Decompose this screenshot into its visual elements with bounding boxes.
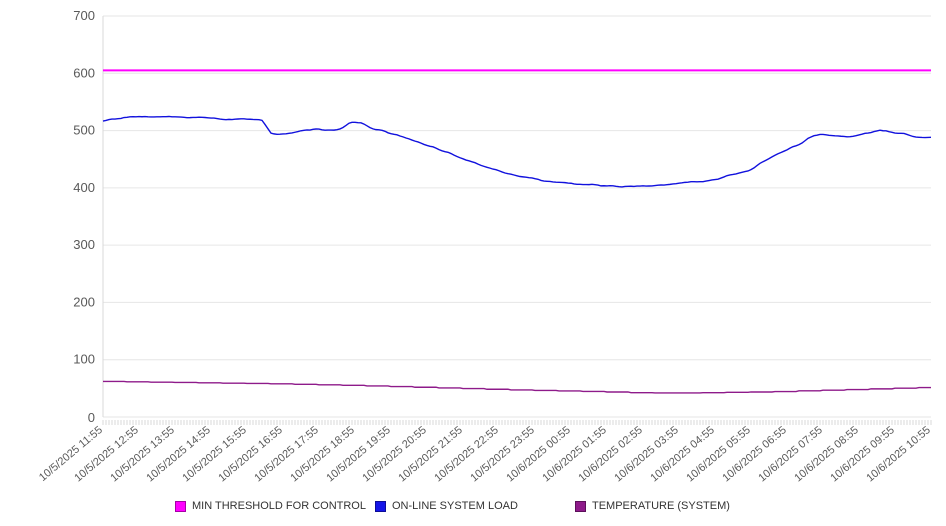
svg-text:600: 600	[73, 65, 95, 80]
svg-text:0: 0	[88, 410, 95, 425]
svg-text:400: 400	[73, 180, 95, 195]
svg-text:300: 300	[73, 237, 95, 252]
svg-text:200: 200	[73, 294, 95, 309]
svg-text:700: 700	[73, 8, 95, 23]
svg-text:500: 500	[73, 123, 95, 138]
svg-text:100: 100	[73, 352, 95, 367]
